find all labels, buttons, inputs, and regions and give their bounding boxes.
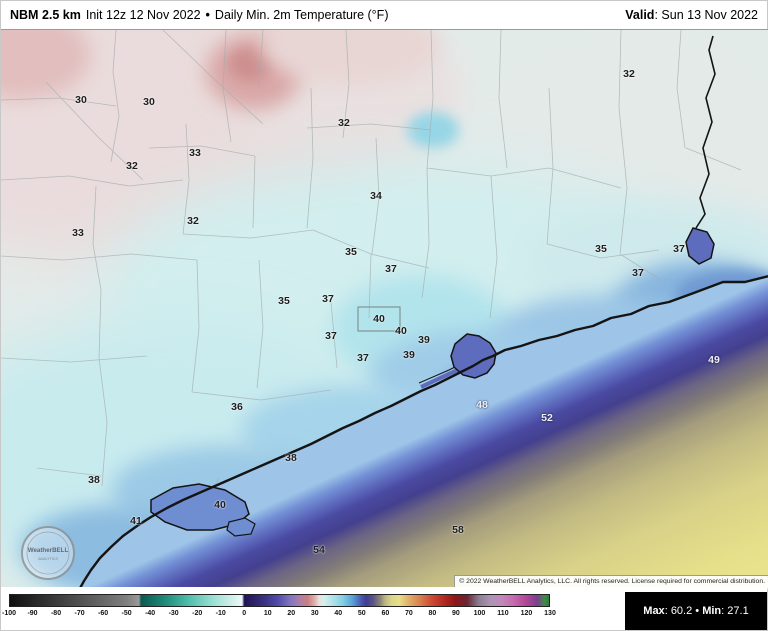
weather-map: WeatherBELL ANALYTICS 30 30 32 32 33 32 32 33 34… (1, 29, 768, 590)
temp-value-label: 39 (418, 334, 430, 346)
colorbar (9, 594, 550, 607)
gulf-water (79, 276, 768, 590)
map-svg: WeatherBELL ANALYTICS (1, 30, 768, 590)
weatherbell-stamp: WeatherBELL ANALYTICS (21, 526, 75, 580)
colorbar-tick-label: -100 (1, 610, 17, 617)
temp-value-label: 40 (373, 313, 385, 325)
max-value: 60.2 (670, 605, 693, 617)
temp-value-label: 48 (476, 399, 488, 411)
colorbar-tick-label: 130 (544, 610, 556, 617)
galveston-bay (450, 333, 497, 379)
temp-value-label: 33 (72, 227, 84, 239)
colorbar-tick-label: 70 (404, 610, 413, 617)
temp-value-label: 33 (189, 147, 201, 159)
temp-value-label: 32 (338, 117, 350, 129)
colorbar-tick-label: 80 (428, 610, 437, 617)
temp-value-label: 30 (143, 96, 155, 108)
colorbar-tick-label: -60 (98, 610, 109, 617)
colorbar-tick-label: -40 (145, 610, 156, 617)
temp-value-label: 35 (595, 243, 607, 255)
colorbar-tick-label: -70 (74, 610, 85, 617)
temp-value-label: 37 (385, 263, 397, 275)
colorbar-tick-label: 10 (263, 610, 272, 617)
temp-value-label: 32 (623, 68, 635, 80)
min-colon: : (721, 605, 728, 617)
colorbar-tick-label: 50 (357, 610, 366, 617)
temp-value-label: 30 (75, 94, 87, 106)
init-text: Init 12z 12 Nov 2022 (85, 8, 201, 22)
temp-value-label: 36 (231, 401, 243, 413)
colorbar-tick-label: 30 (310, 610, 319, 617)
sabine-lake (685, 227, 715, 265)
watermark-text: WeatherBELL (28, 547, 69, 554)
temp-value-label: 52 (541, 412, 553, 424)
colorbar-tick-label: 0 (242, 610, 247, 617)
temp-value-label: 40 (214, 499, 226, 511)
header-title: NBM 2.5 km Init 12z 12 Nov 2022 • Daily … (10, 8, 388, 22)
colorbar-tick-label: -80 (50, 610, 62, 617)
colorbar-tick-label: 110 (497, 610, 509, 617)
temp-value-label: 39 (403, 349, 415, 361)
temp-value-label: 35 (278, 295, 290, 307)
coastline (77, 275, 768, 590)
colorbar-tick-label: 120 (520, 610, 533, 617)
maxmin-box: Max: 60.2 • Min: 27.1 (625, 592, 767, 630)
temp-value-label: 37 (673, 243, 685, 255)
copyright-note: © 2022 WeatherBELL Analytics, LLC. All r… (454, 574, 768, 588)
valid-block: Valid: Sun 13 Nov 2022 (625, 8, 758, 22)
min-value: 27.1 (727, 605, 749, 617)
footer-bar: -100 -90 -80 -70 -60 -50 -40 -30 -20 -10 0 10 20 30 40… (1, 587, 767, 630)
colorbar-tick-label: -50 (121, 610, 132, 617)
county-boundaries (1, 30, 742, 587)
maxmin-bullet: • (692, 605, 703, 617)
temp-value-label: 40 (395, 325, 407, 337)
product-name: Daily Min. 2m Temperature (°F) (214, 8, 389, 22)
temp-value-label: 54 (313, 544, 325, 556)
temp-value-label: 32 (187, 215, 199, 227)
colorbar-tick-label: -90 (27, 610, 38, 617)
temp-value-label: 37 (325, 330, 337, 342)
colorbar-tick-label: -10 (215, 610, 226, 617)
colorbar-tick-label: 20 (287, 610, 296, 617)
header-bar: NBM 2.5 km Init 12z 12 Nov 2022 • Daily … (1, 1, 767, 29)
max-label: Max (643, 605, 665, 617)
temp-value-label: 41 (130, 515, 142, 527)
valid-value: : Sun 13 Nov 2022 (654, 8, 758, 22)
watermark-subtext: ANALYTICS (38, 557, 58, 561)
temp-value-label: 37 (322, 293, 334, 305)
colorbar-tick-label: -20 (192, 610, 203, 617)
colorbar-tick-label: 90 (452, 610, 460, 617)
lavaca-bay (226, 517, 256, 537)
colorbar-ticks: -100 -90 -80 -70 -60 -50 -40 -30 -20 -10 0 10 20 30 40… (2, 610, 556, 622)
temp-value-label: 37 (357, 352, 369, 364)
temp-value-label: 35 (345, 246, 357, 258)
temp-value-label: 38 (88, 474, 100, 486)
max-colon: : (664, 605, 671, 617)
temp-value-label: 38 (285, 452, 297, 464)
sabine-river (695, 35, 716, 229)
colorbar-tick-label: 60 (381, 610, 390, 617)
temp-labels-layer: 30 30 32 32 33 32 32 33 34 35 35 37 37 37 35 37 40 40 39 37… (1, 30, 768, 588)
header-bullet: • (205, 8, 210, 22)
temp-value-label: 32 (126, 160, 138, 172)
min-label: Min (702, 605, 722, 617)
valid-label: Valid (625, 8, 655, 22)
colorbar-tick-label: 40 (334, 610, 343, 617)
colorbar-tick-label: -30 (168, 610, 179, 617)
temp-value-label: 49 (708, 354, 720, 366)
model-name: NBM 2.5 km (10, 8, 81, 22)
temp-value-label: 58 (452, 524, 464, 536)
temp-value-label: 34 (370, 190, 382, 202)
highlighted-county-box (357, 306, 401, 332)
colorbar-tick-label: 100 (473, 610, 486, 617)
temp-value-label: 37 (632, 267, 644, 279)
